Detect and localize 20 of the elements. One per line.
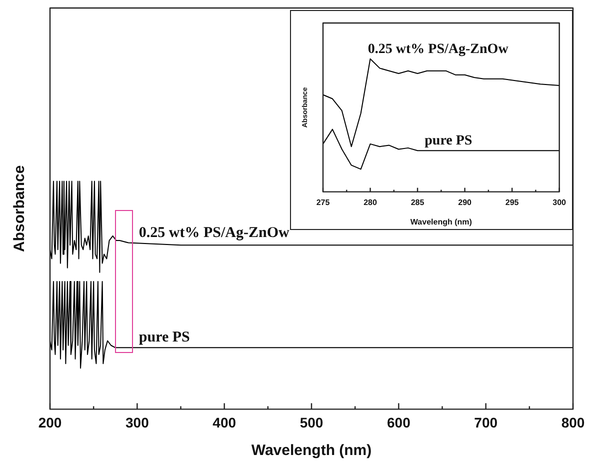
x-tick-label: 400 [212, 414, 236, 430]
x-tick-label: 290 [458, 198, 472, 207]
x-tick-label: 600 [386, 414, 411, 430]
x-tick-label: 200 [38, 414, 62, 430]
x-tick-label: 300 [125, 414, 150, 430]
x-tick-label: 285 [410, 198, 425, 207]
series-label: 0.25 wt% PS/Ag-ZnOw [368, 42, 510, 57]
y-axis-title: Absorbance [11, 165, 28, 252]
series-label: pure PS [424, 134, 472, 149]
x-tick-label: 500 [300, 414, 324, 430]
x-tick-label: 280 [364, 198, 378, 207]
x-tick-label: 700 [474, 414, 498, 430]
x-tick-label: 800 [561, 414, 585, 430]
x-axis-title: Wavelengh (nm) [410, 217, 472, 226]
x-tick-label: 275 [316, 198, 330, 207]
x-axis-title: Wavelength (nm) [251, 442, 372, 460]
series-label: pure PS [138, 330, 190, 346]
series-label: 0.25 wt% PS/Ag-ZnOw [138, 225, 290, 242]
x-tick-label: 300 [552, 198, 567, 207]
x-tick-label: 295 [505, 198, 520, 207]
